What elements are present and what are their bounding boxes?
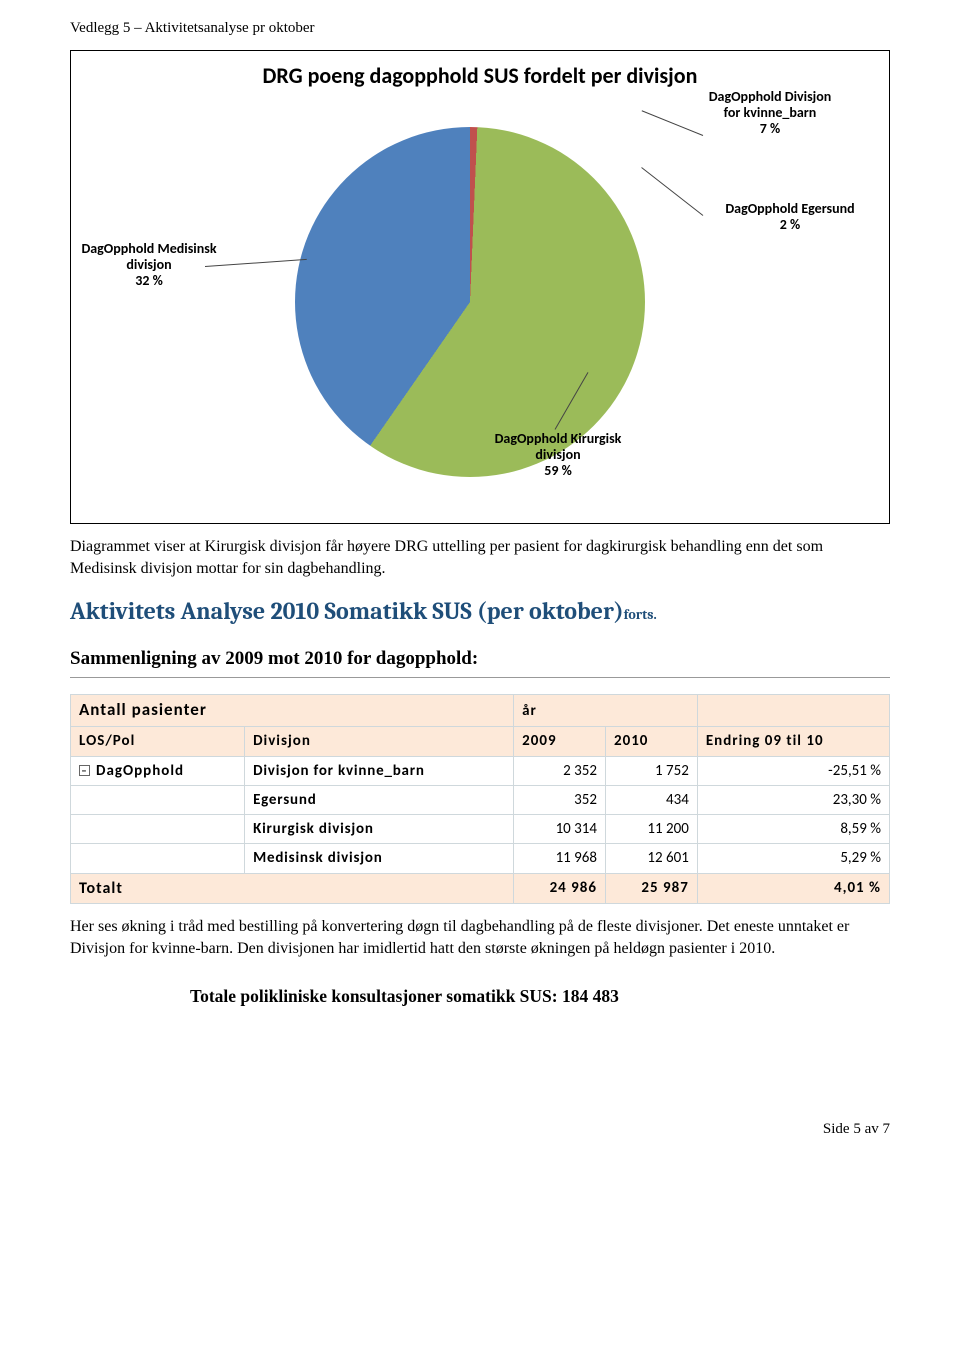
pie-label-kirurgisk: DagOpphold Kirurgisk divisjon 59 %	[473, 431, 643, 479]
cell-y10: 434	[605, 785, 697, 814]
paragraph-1: Diagrammet viser at Kirurgisk divisjon f…	[70, 536, 890, 579]
leader-line	[205, 259, 307, 267]
leader-line	[641, 167, 703, 216]
pie-label-text: DagOpphold Divisjon for kvinne_barn	[709, 88, 832, 121]
subheading: Sammenligning av 2009 mot 2010 for dagop…	[70, 646, 890, 672]
pie-label-text: DagOpphold Kirurgisk divisjon	[495, 430, 622, 463]
pie-label-pct: 59 %	[544, 462, 572, 479]
total-label: Totalt	[71, 873, 514, 904]
divider	[70, 677, 890, 678]
pie-chart-frame: DRG poeng dagopphold SUS fordelt per div…	[70, 50, 890, 524]
cell-blank	[71, 815, 245, 844]
pie-label-pct: 7 %	[760, 120, 780, 137]
col-lospol: LOS/Pol	[71, 727, 245, 756]
col-divisjon: Divisjon	[245, 727, 514, 756]
pie-label-text: DagOpphold Medisinsk divisjon	[81, 240, 216, 273]
cell-y09: 352	[514, 785, 606, 814]
table-row: Medisinsk divisjon 11 968 12 601 5,29 %	[71, 844, 890, 873]
page-footer: Side 5 av 7	[70, 1119, 890, 1139]
cell-y09: 2 352	[514, 756, 606, 785]
paragraph-2: Her ses økning i tråd med bestilling på …	[70, 916, 890, 959]
cell-blank	[71, 844, 245, 873]
table-row: −DagOpphold Divisjon for kvinne_barn 2 3…	[71, 756, 890, 785]
collapse-icon[interactable]: −	[79, 765, 90, 776]
table-header-row-2: LOS/Pol Divisjon 2009 2010 Endring 09 ti…	[71, 727, 890, 756]
col-2009: 2009	[514, 727, 606, 756]
section-title: Aktivitets Analyse 2010 Somatikk SUS (pe…	[70, 595, 890, 627]
data-table: Antall pasienter år LOS/Pol Divisjon 200…	[70, 694, 890, 904]
table-row: Egersund 352 434 23,30 %	[71, 785, 890, 814]
pie-label-egersund: DagOpphold Egersund 2 %	[705, 201, 875, 233]
cell-y10: 11 200	[605, 815, 697, 844]
table-header-row-1: Antall pasienter år	[71, 695, 890, 727]
cell-div: Kirurgisk divisjon	[245, 815, 514, 844]
section-title-suffix: forts.	[624, 606, 657, 623]
cell-y09: 11 968	[514, 844, 606, 873]
pie-label-text: DagOpphold Egersund	[725, 200, 854, 217]
cell-chg: 8,59 %	[697, 815, 889, 844]
chart-body: DagOpphold Divisjon for kvinne_barn 7 % …	[77, 91, 883, 521]
cell-y09: 10 314	[514, 815, 606, 844]
col-endring: Endring 09 til 10	[697, 727, 889, 756]
cell-chg: -25,51 %	[697, 756, 889, 785]
hdr-blank	[697, 695, 889, 727]
cell-div: Medisinsk divisjon	[245, 844, 514, 873]
section-title-main: Aktivitets Analyse 2010 Somatikk SUS (pe…	[70, 597, 624, 625]
pie-label-medisinsk: DagOpphold Medisinsk divisjon 32 %	[79, 241, 219, 289]
total-y09: 24 986	[514, 873, 606, 904]
total-y10: 25 987	[605, 873, 697, 904]
cell-y10: 1 752	[605, 756, 697, 785]
pie-chart	[295, 127, 645, 477]
hdr-year: år	[514, 695, 698, 727]
total-chg: 4,01 %	[697, 873, 889, 904]
cell-blank	[71, 785, 245, 814]
cell-chg: 23,30 %	[697, 785, 889, 814]
pie-label-kvinne-barn: DagOpphold Divisjon for kvinne_barn 7 %	[705, 89, 835, 137]
page-header: Vedlegg 5 – Aktivitetsanalyse pr oktober	[70, 18, 890, 38]
pie-label-pct: 2 %	[780, 216, 800, 233]
table-row: Kirurgisk divisjon 10 314 11 200 8,59 %	[71, 815, 890, 844]
leader-line	[642, 110, 704, 136]
chart-title: DRG poeng dagopphold SUS fordelt per div…	[77, 61, 883, 91]
cell-div: Divisjon for kvinne_barn	[245, 756, 514, 785]
col-2010: 2010	[605, 727, 697, 756]
cell-div: Egersund	[245, 785, 514, 814]
pie-label-pct: 32 %	[135, 272, 163, 289]
hdr-antall: Antall pasienter	[71, 695, 514, 727]
table-total-row: Totalt 24 986 25 987 4,01 %	[71, 873, 890, 904]
cell-chg: 5,29 %	[697, 844, 889, 873]
cell-y10: 12 601	[605, 844, 697, 873]
group-cell: −DagOpphold	[71, 756, 245, 785]
group-label: DagOpphold	[96, 762, 184, 780]
totals-line: Totale polikliniske konsultasjoner somat…	[190, 985, 890, 1009]
